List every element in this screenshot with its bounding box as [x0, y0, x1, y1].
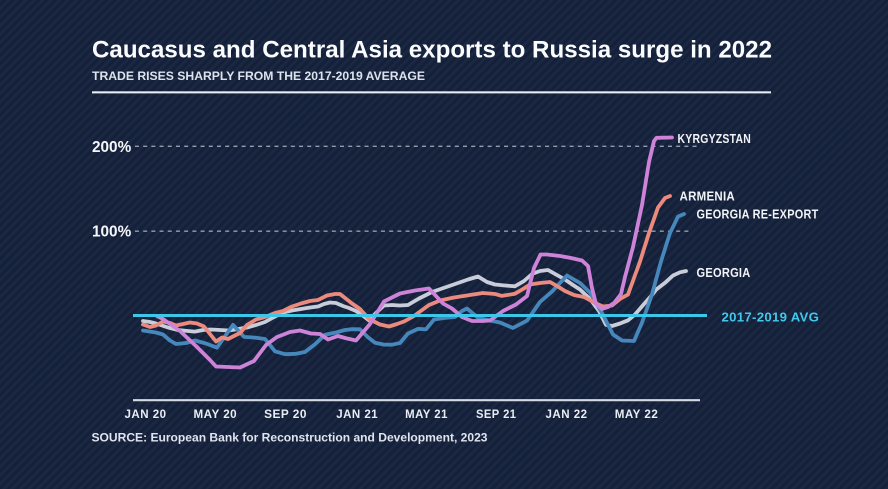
svg-text:GEORGIA: GEORGIA — [697, 265, 751, 280]
svg-text:JAN 21: JAN 21 — [336, 407, 378, 421]
svg-text:JAN 22: JAN 22 — [546, 407, 588, 421]
svg-text:2017-2019 AVG: 2017-2019 AVG — [722, 310, 820, 325]
svg-text:MAY 20: MAY 20 — [193, 407, 237, 421]
svg-text:JAN 20: JAN 20 — [125, 407, 167, 421]
svg-text:100%: 100% — [92, 224, 131, 241]
svg-text:MAY 21: MAY 21 — [405, 407, 448, 421]
svg-text:GEORGIA RE-EXPORT: GEORGIA RE-EXPORT — [697, 206, 819, 221]
svg-text:MAY 22: MAY 22 — [615, 407, 659, 421]
svg-text:KYRGYZSTAN: KYRGYZSTAN — [678, 131, 752, 146]
svg-text:Caucasus and Central Asia expo: Caucasus and Central Asia exports to Rus… — [92, 37, 772, 64]
svg-text:200%: 200% — [92, 139, 131, 156]
svg-text:SEP 21: SEP 21 — [476, 407, 517, 421]
svg-text:TRADE RISES SHARPLY FROM THE 2: TRADE RISES SHARPLY FROM THE 2017-2019 A… — [92, 69, 425, 83]
svg-text:SOURCE: European Bank for Reco: SOURCE: European Bank for Reconstruction… — [92, 431, 488, 445]
svg-text:SEP 20: SEP 20 — [264, 407, 307, 421]
svg-text:ARMENIA: ARMENIA — [680, 189, 736, 204]
